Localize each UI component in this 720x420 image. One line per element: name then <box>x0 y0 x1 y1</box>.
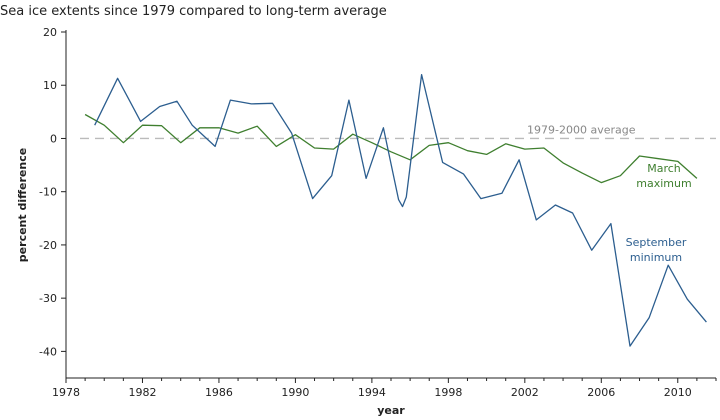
y-tick-label: -10 <box>39 186 57 199</box>
x-tick-label: 1978 <box>52 386 80 399</box>
y-axis-label: percent difference <box>16 148 29 262</box>
y-tick-label: -20 <box>39 239 57 252</box>
x-tick-label: 1990 <box>281 386 309 399</box>
average-reference-label: 1979-2000 average <box>527 123 636 136</box>
march-maximum-series-line <box>84 113 698 184</box>
september-minimum-series-label: September <box>626 236 687 249</box>
march-maximum-series-label: maximum <box>636 177 691 190</box>
september-minimum-series-line <box>94 73 707 347</box>
x-axis-label: year <box>377 404 405 417</box>
september-minimum-series-label: minimum <box>630 251 682 264</box>
chart-title: Sea ice extents since 1979 compared to l… <box>0 4 387 19</box>
x-tick-label: 2002 <box>511 386 539 399</box>
y-tick-label: -30 <box>39 292 57 305</box>
y-tick-label: 0 <box>50 132 57 145</box>
x-tick-label: 1982 <box>128 386 156 399</box>
march-maximum-series-label: March <box>647 162 681 175</box>
y-tick-label: 10 <box>43 79 57 92</box>
x-tick-label: 1986 <box>205 386 233 399</box>
y-tick-label: -40 <box>39 345 57 358</box>
x-tick-label: 1994 <box>358 386 386 399</box>
y-tick-label: 20 <box>43 26 57 39</box>
x-tick-label: 2006 <box>587 386 615 399</box>
x-tick-label: 1998 <box>434 386 462 399</box>
x-tick-label: 2010 <box>664 386 692 399</box>
